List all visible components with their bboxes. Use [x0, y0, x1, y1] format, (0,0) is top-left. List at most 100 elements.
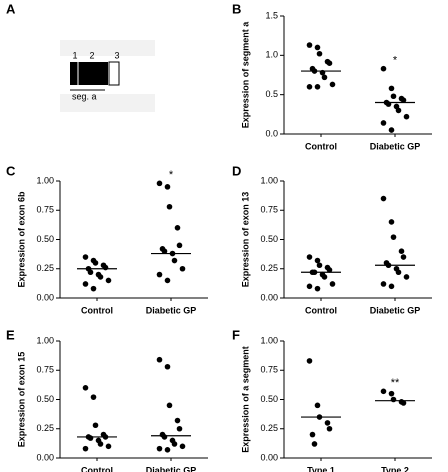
data-point	[388, 219, 395, 225]
data-point	[326, 60, 333, 66]
y-tick-label: 0.50	[260, 394, 278, 404]
y-tick-label: 1.5	[265, 10, 278, 20]
y-tick-label: 0.50	[36, 394, 54, 404]
data-point	[166, 203, 173, 210]
data-point	[309, 431, 316, 438]
exon-label: 1	[72, 50, 77, 60]
data-point	[156, 445, 163, 452]
y-tick-label: 0.25	[36, 423, 54, 433]
panel-letter: B	[232, 1, 241, 16]
data-point	[403, 274, 410, 280]
data-point	[90, 285, 97, 292]
data-point	[388, 390, 395, 397]
panel: C 0.00 0.25 0.50 0.75 1.00 Expression of exon …	[6, 163, 208, 315]
data-point	[390, 396, 397, 403]
y-tick-label: 0.00	[36, 292, 54, 302]
data-point	[82, 445, 89, 452]
y-tick-label: 0.5	[265, 89, 278, 99]
data-point	[400, 400, 407, 406]
y-tick-label: 1.00	[260, 335, 278, 345]
data-point	[316, 50, 323, 57]
x-tick-label: Control	[81, 305, 113, 315]
data-point	[97, 441, 104, 447]
data-point	[314, 257, 321, 264]
data-point	[388, 85, 395, 92]
data-point	[102, 264, 109, 271]
y-tick-label: 0.50	[260, 234, 278, 244]
y-tick-label: 0.00	[36, 452, 54, 462]
data-point	[90, 394, 97, 400]
panel-letter: D	[232, 163, 241, 178]
data-point	[398, 248, 405, 254]
data-point	[306, 358, 313, 364]
data-point	[324, 420, 331, 426]
data-point	[388, 127, 395, 133]
y-tick-label: 0.0	[265, 128, 278, 138]
data-point	[306, 84, 313, 90]
panel-letter: A	[6, 1, 16, 16]
data-point	[311, 441, 318, 447]
exon-block	[70, 62, 108, 85]
panel: E 0.00 0.25 0.50 0.75 1.00 Expression of exon …	[6, 327, 208, 472]
panel: F 0.00 0.25 0.50 0.75 1.00 Expression of a seg…	[232, 327, 432, 472]
panel-letter: E	[6, 327, 15, 342]
x-tick-label: Diabetic GP	[370, 141, 421, 151]
data-point	[316, 262, 323, 269]
data-point	[161, 434, 168, 440]
x-tick-label: Diabetic GP	[146, 305, 197, 315]
data-point	[314, 44, 321, 51]
x-tick-label: Control	[81, 465, 113, 472]
data-point	[164, 363, 171, 370]
x-tick-label: Type 1	[307, 465, 335, 472]
exon-label: 2	[89, 50, 94, 60]
data-point	[380, 65, 387, 72]
significance-label: *	[393, 55, 398, 67]
y-tick-label: 0.25	[260, 423, 278, 433]
panel-a: A 1 2 3 seg. a	[6, 1, 155, 112]
data-point	[403, 113, 410, 120]
exon-label: 3	[114, 50, 119, 60]
segment-label: seg. a	[72, 91, 97, 101]
y-axis-label: Expression of exon 6b	[16, 191, 26, 288]
data-point	[161, 248, 168, 254]
data-point	[306, 254, 313, 260]
significance-label: **	[391, 377, 400, 389]
y-tick-label: 0.75	[36, 365, 54, 375]
data-point	[390, 234, 397, 240]
data-point	[82, 254, 89, 260]
data-point	[179, 265, 186, 272]
data-point	[314, 402, 321, 409]
data-point	[174, 225, 181, 231]
data-point	[171, 257, 178, 264]
data-point	[156, 180, 163, 187]
data-point	[87, 269, 94, 276]
data-point	[156, 356, 163, 363]
y-axis-label: Expression of a segment	[240, 346, 250, 453]
y-tick-label: 1.00	[36, 335, 54, 345]
panel-letter: C	[6, 163, 16, 178]
y-tick-label: 0.00	[260, 292, 278, 302]
y-tick-label: 0.75	[260, 205, 278, 215]
x-tick-label: Type 2	[381, 465, 409, 472]
data-point	[395, 107, 402, 114]
data-point	[166, 402, 173, 409]
data-point	[176, 242, 183, 249]
data-point	[306, 283, 313, 290]
x-tick-label: Control	[305, 305, 337, 315]
y-tick-label: 0.25	[36, 263, 54, 273]
data-point	[314, 285, 321, 292]
data-point	[400, 254, 407, 260]
y-axis-label: Expression of segment a	[240, 21, 250, 129]
significance-label: *	[169, 169, 174, 181]
data-point	[388, 283, 395, 290]
panel: B 0.0 0.5 1.0 1.5 Expression of segment a Cont…	[232, 1, 432, 151]
x-tick-label: Diabetic GP	[370, 305, 421, 315]
data-point	[380, 120, 387, 126]
data-point	[380, 195, 387, 202]
x-tick-label: Diabetic GP	[146, 465, 197, 472]
data-point	[92, 260, 99, 266]
y-tick-label: 1.00	[36, 175, 54, 185]
y-axis-label: Expression of exon 15	[16, 352, 26, 448]
data-point	[97, 274, 104, 280]
